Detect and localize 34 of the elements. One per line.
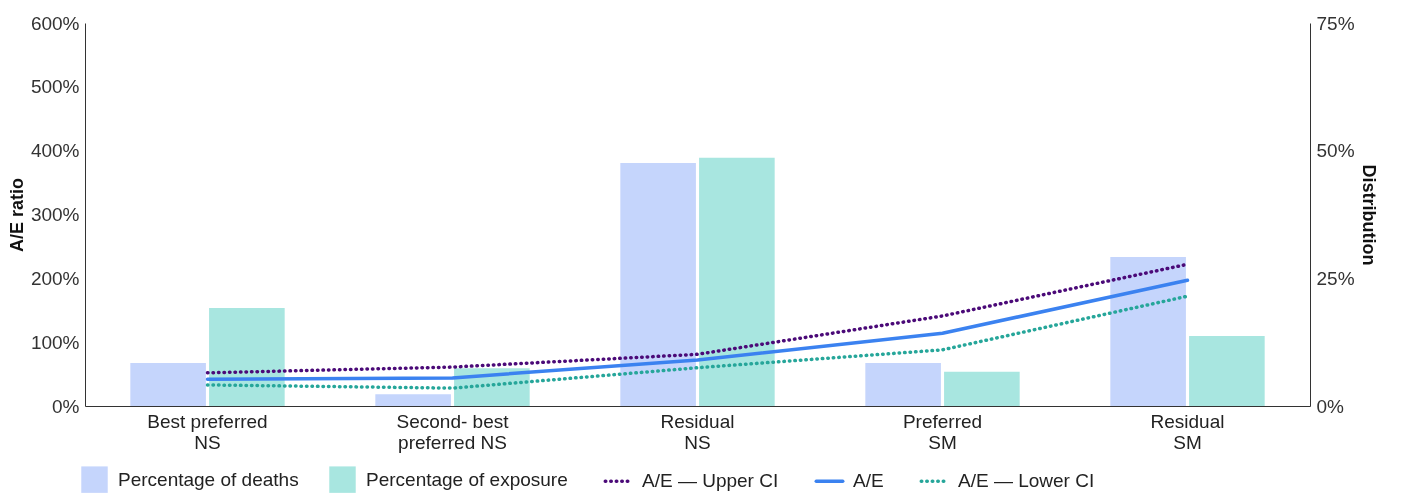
y-tick-label: 300% xyxy=(30,204,80,225)
x-tick-label: Preferred SM xyxy=(902,410,983,453)
legend-label: A/E xyxy=(853,470,884,492)
y2-tick-label: 50% xyxy=(1316,140,1355,162)
y2-tick-label: 75% xyxy=(1316,12,1355,34)
x-tick-label: Residual SM xyxy=(1150,410,1225,453)
bar xyxy=(130,363,206,406)
bar xyxy=(944,371,1020,406)
bar xyxy=(865,363,941,406)
y-tick-label: 200% xyxy=(30,267,80,289)
y2-axis-title: Distribution xyxy=(1358,164,1379,266)
y-tick-label: 100% xyxy=(30,331,80,353)
y-axis-title: A/E ratio xyxy=(6,177,27,253)
y-tick-label: 400% xyxy=(30,140,80,162)
legend-label: A/E — Lower CI xyxy=(958,470,1095,492)
bar xyxy=(699,157,775,406)
x-tick-label: Best preferred NS xyxy=(147,410,268,453)
x-tick-label: Second- best preferred NS xyxy=(396,410,510,453)
bar xyxy=(620,162,696,406)
line-series xyxy=(205,278,1190,381)
y-tick-label: 600% xyxy=(30,12,80,34)
legend-label: Percentage of exposure xyxy=(366,468,568,490)
bar xyxy=(1110,256,1186,406)
bar xyxy=(1189,336,1265,406)
y-tick-label: 0% xyxy=(52,395,80,417)
y2-tick-label: 25% xyxy=(1316,267,1355,289)
bar xyxy=(209,307,285,406)
bar xyxy=(375,394,451,406)
legend-label: Percentage of deaths xyxy=(118,468,299,490)
y2-tick-label: 0% xyxy=(1316,395,1345,417)
y-tick-label: 500% xyxy=(30,76,80,98)
x-tick-label: Residual NS xyxy=(660,410,735,453)
legend-label: A/E — Upper CI xyxy=(642,470,779,492)
line-series xyxy=(205,294,1190,390)
